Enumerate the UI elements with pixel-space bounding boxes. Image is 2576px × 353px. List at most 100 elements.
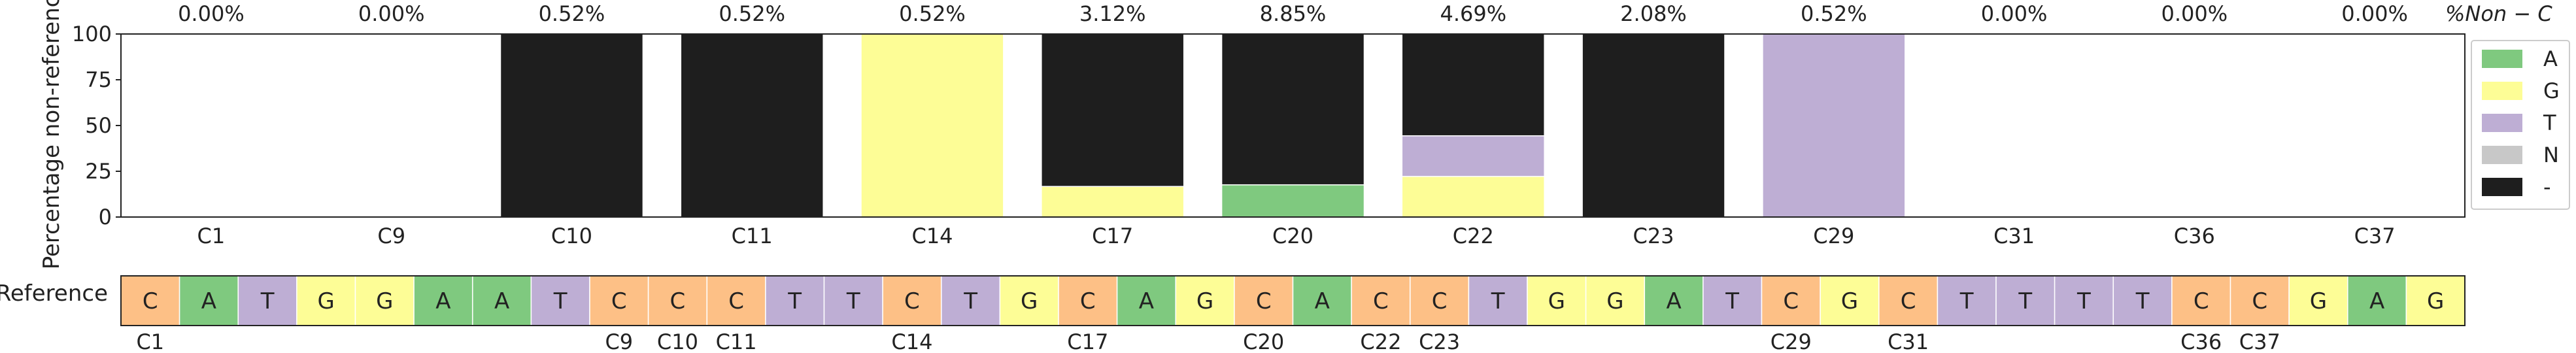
- x-tick-label: C14: [911, 224, 953, 248]
- legend-label: G: [2543, 78, 2560, 103]
- base-letter: C: [1080, 288, 1096, 314]
- top-percent-label: 2.08%: [1620, 1, 1687, 26]
- base-letter: A: [1315, 288, 1330, 314]
- base-letter: G: [318, 288, 335, 314]
- bar-C10-gap: [500, 33, 644, 218]
- y-tick-label: 25: [85, 159, 112, 184]
- legend-label: A: [2543, 46, 2558, 71]
- base-cell: [2054, 275, 2114, 326]
- bar-C17-G: [1041, 186, 1185, 218]
- base-cell: [530, 275, 590, 326]
- base-cell: [296, 275, 356, 326]
- base-letter: C: [2194, 288, 2209, 314]
- base-letter: A: [494, 288, 509, 314]
- legend-label: T: [2543, 110, 2556, 135]
- base-letter: G: [376, 288, 393, 314]
- x-tick-label: C10: [551, 224, 592, 248]
- base-letter: T: [963, 288, 977, 314]
- position-label: C36: [2180, 329, 2222, 353]
- base-cell: [1820, 275, 1880, 326]
- bar-C20-gap: [1221, 33, 1365, 186]
- base-cell: [1058, 275, 1118, 326]
- reference-frame: [120, 275, 2466, 326]
- reference-position-labels: C1 C9 C10 C11 C14 C17 C20 C22 C23 C29 C31 C36 C37: [136, 329, 2280, 353]
- base-letter: C: [728, 288, 744, 314]
- legend-label: -: [2543, 175, 2551, 199]
- x-tick-label: C20: [1272, 224, 1313, 248]
- base-letter: T: [260, 288, 275, 314]
- base-letter: T: [553, 288, 568, 314]
- bar-C14-G: [860, 33, 1004, 218]
- y-axis-label: Percentage non-reference: [39, 0, 65, 269]
- x-tick-label: C22: [1453, 224, 1494, 248]
- position-label: C23: [1419, 329, 1460, 353]
- base-letter: A: [201, 288, 216, 314]
- bar-C22-G: [1401, 176, 1545, 218]
- top-percent-label: 0.52%: [539, 1, 605, 26]
- base-cell: [823, 275, 883, 326]
- legend-label: N: [2543, 143, 2559, 167]
- top-percent-label: 8.85%: [1260, 1, 1327, 26]
- y-tick-label: 0: [99, 205, 112, 229]
- position-label: C20: [1243, 329, 1284, 353]
- bar-C29-T: [1762, 33, 1906, 218]
- y-tick-label: 75: [85, 67, 112, 92]
- legend-swatch-gap: [2482, 178, 2522, 196]
- base-cell: [2347, 275, 2407, 326]
- x-tick-label: C23: [1633, 224, 1674, 248]
- top-percent-label: 0.52%: [1801, 1, 1867, 26]
- bar-C22-gap: [1401, 33, 1545, 137]
- legend-swatch-G: [2482, 82, 2522, 100]
- bars-layer: [500, 33, 1906, 218]
- top-percent-label: 0.00%: [1981, 1, 2048, 26]
- base-letter: C: [611, 288, 627, 314]
- y-tick-label: 100: [72, 22, 112, 46]
- base-letter: C: [904, 288, 920, 314]
- base-letter: G: [1841, 288, 1858, 314]
- base-letter: C: [1432, 288, 1448, 314]
- base-letter: G: [1548, 288, 1565, 314]
- base-cell: [2229, 275, 2290, 326]
- bar-C20-A: [1221, 184, 1365, 218]
- top-percent-label: 3.12%: [1079, 1, 1146, 26]
- top-percent-label: 0.00%: [2161, 1, 2228, 26]
- base-cell: [882, 275, 942, 326]
- position-label: C11: [716, 329, 757, 353]
- base-cell: [472, 275, 532, 326]
- bar-C23-gap: [1582, 33, 1725, 218]
- bar-C11-gap: [680, 33, 824, 218]
- base-letter: C: [1373, 288, 1389, 314]
- x-tick-label: C1: [197, 224, 226, 248]
- legend-swatch-N: [2482, 146, 2522, 164]
- top-percent-label: 0.52%: [719, 1, 785, 26]
- position-label: C10: [657, 329, 698, 353]
- x-tick-label: C36: [2174, 224, 2215, 248]
- legend-swatch-T: [2482, 114, 2522, 132]
- base-letter: A: [1666, 288, 1681, 314]
- position-label: C22: [1360, 329, 1401, 353]
- position-label: C9: [605, 329, 633, 353]
- x-tick-label: C37: [2354, 224, 2396, 248]
- top-percent-label: 0.52%: [899, 1, 966, 26]
- top-percent-label: 0.00%: [2341, 1, 2408, 26]
- base-cell: [1468, 275, 1528, 326]
- base-letter: C: [143, 288, 158, 314]
- legend-swatch-A: [2482, 50, 2522, 68]
- base-letter: G: [2310, 288, 2327, 314]
- base-letter: T: [846, 288, 860, 314]
- base-letter: T: [2076, 288, 2091, 314]
- x-tick-label: C29: [1813, 224, 1854, 248]
- base-letter: G: [2427, 288, 2444, 314]
- y-axis-ticks: 0 25 50 75 100: [72, 22, 121, 229]
- base-cell: [647, 275, 707, 326]
- base-letter: A: [2369, 288, 2384, 314]
- base-letter: C: [1256, 288, 1272, 314]
- base-letter: G: [1021, 288, 1038, 314]
- top-percent-label: 4.69%: [1440, 1, 1506, 26]
- x-axis-ticks: C1 C9 C10 C11 C14 C17 C20 C22 C23 C29 C31 C36 C37: [197, 224, 2396, 248]
- base-cell: [413, 275, 473, 326]
- y-tick-label: 50: [85, 113, 112, 138]
